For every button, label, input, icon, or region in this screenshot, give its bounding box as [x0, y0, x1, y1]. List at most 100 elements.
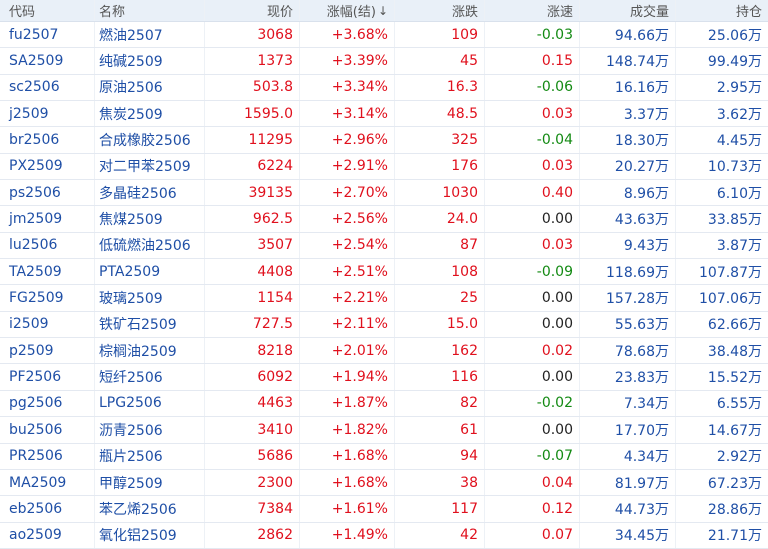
table-row[interactable]: eb2506 苯乙烯2506 7384 +1.61% 117 0.12 44.73万 28.8… — [0, 496, 768, 523]
cell-price: 727.5 — [205, 311, 300, 338]
cell-name: 氧化铝2509 — [95, 522, 205, 548]
cell-code: MA2509 — [0, 469, 95, 496]
cell-speed: -0.07 — [485, 443, 580, 469]
cell-open-interest: 107.06万 — [699, 291, 762, 308]
cell-change-pct: +2.54% — [300, 232, 395, 259]
column-header-speed[interactable]: 涨速 — [485, 0, 580, 21]
cell-price: 4463 — [205, 390, 300, 417]
cell-open-interest: 28.86万 — [707, 501, 762, 518]
cell-open-interest: 6.10万 — [716, 185, 762, 202]
table-row[interactable]: TA2509 PTA2509 4408 +2.51% 108 -0.09 118.69万 10… — [0, 259, 768, 286]
table-row[interactable]: ao2509 氧化铝2509 2862 +1.49% 42 0.07 34.45万 21.71… — [0, 522, 768, 549]
cell-change-pct: +3.68% — [300, 22, 395, 48]
table-row[interactable]: PF2506 短纤2506 6092 +1.94% 116 0.00 23.83万 15.52… — [0, 364, 768, 391]
cell-volume: 81.97万 — [580, 469, 676, 496]
cell-name: 铁矿石2509 — [95, 311, 205, 338]
table-row[interactable]: MA2509 甲醇2509 2300 +1.68% 38 0.04 81.97万 67.23万 — [0, 469, 768, 497]
cell-speed: 0.04 — [485, 469, 580, 496]
cell-code: i2509 — [0, 311, 95, 338]
table-row[interactable]: lu2506 低硫燃油2506 3507 +2.54% 87 0.03 9.43万 3.87万 — [0, 232, 768, 260]
cell-change: 38 — [395, 469, 485, 496]
column-header-name[interactable]: 名称 — [95, 0, 205, 21]
cell-price: 11295 — [205, 127, 300, 153]
cell-change: 1030 — [395, 180, 485, 206]
cell-name: 瓶片2506 — [95, 443, 205, 469]
cell-speed: 0.07 — [485, 522, 580, 548]
table-row[interactable]: p2509 棕榈油2509 8218 +2.01% 162 0.02 78.68万 38.48… — [0, 338, 768, 365]
cell-price: 503.8 — [205, 74, 300, 101]
cell-change-pct: +1.87% — [300, 390, 395, 417]
cell-code: ps2506 — [0, 180, 95, 206]
cell-name: 短纤2506 — [95, 364, 205, 390]
column-header-change[interactable]: 涨跌 — [395, 0, 485, 21]
table-row[interactable]: pg2506 LPG2506 4463 +1.87% 82 -0.02 7.34万 6.55万 — [0, 390, 768, 418]
column-header-price[interactable]: 现价 — [205, 0, 300, 21]
cell-code: p2509 — [0, 338, 95, 364]
table-row[interactable]: br2506 合成橡胶2506 11295 +2.96% 325 -0.04 18.30万 4… — [0, 127, 768, 154]
cell-change-pct: +3.14% — [300, 101, 395, 127]
cell-price: 6224 — [205, 153, 300, 180]
cell-change-pct: +2.91% — [300, 153, 395, 180]
table-row[interactable]: fu2507 燃油2507 3068 +3.68% 109 -0.03 94.66万 25.0… — [0, 22, 768, 49]
cell-name: 合成橡胶2506 — [95, 127, 205, 153]
cell-volume: 157.28万 — [580, 285, 676, 311]
cell-change-pct: +3.39% — [300, 48, 395, 74]
table-row[interactable]: ps2506 多晶硅2506 39135 +2.70% 1030 0.40 8.96万 6.1… — [0, 180, 768, 207]
cell-speed: 0.03 — [485, 232, 580, 259]
cell-price: 2300 — [205, 469, 300, 496]
cell-change: 61 — [395, 417, 485, 443]
table-row[interactable]: jm2509 焦煤2509 962.5 +2.56% 24.0 0.00 43.63万 33.… — [0, 206, 768, 233]
column-header-change-pct[interactable]: 涨幅(结) ↓ — [300, 0, 395, 21]
cell-price: 7384 — [205, 496, 300, 522]
table-row[interactable]: PX2509 对二甲苯2509 6224 +2.91% 176 0.03 20.27万 10.… — [0, 153, 768, 181]
table-row[interactable]: j2509 焦炭2509 1595.0 +3.14% 48.5 0.03 3.37万 3.62… — [0, 101, 768, 128]
cell-open-interest: 33.85万 — [707, 212, 762, 229]
cell-volume: 55.63万 — [580, 311, 676, 338]
table-row[interactable]: PR2506 瓶片2506 5686 +1.68% 94 -0.07 4.34万 2.92万 — [0, 443, 768, 470]
cell-speed: -0.04 — [485, 127, 580, 153]
cell-name: 焦炭2509 — [95, 101, 205, 127]
cell-price: 39135 — [205, 180, 300, 206]
cell-open-interest: 6.55万 — [716, 396, 762, 413]
cell-change-pct: +2.21% — [300, 285, 395, 311]
cell-volume: 8.96万 — [580, 180, 676, 206]
cell-change: 108 — [395, 259, 485, 285]
column-header-open-interest[interactable]: 持仓 — [735, 5, 762, 20]
cell-speed: 0.00 — [485, 417, 580, 443]
cell-change: 109 — [395, 22, 485, 48]
cell-change: 94 — [395, 443, 485, 469]
cell-volume: 44.73万 — [580, 496, 676, 522]
cell-speed: 0.00 — [485, 311, 580, 338]
cell-open-interest: 99.49万 — [707, 54, 762, 71]
cell-code: br2506 — [0, 127, 95, 153]
cell-open-interest: 21.71万 — [707, 528, 762, 545]
cell-change-pct: +1.82% — [300, 417, 395, 443]
cell-volume: 7.34万 — [580, 390, 676, 417]
cell-price: 6092 — [205, 364, 300, 390]
cell-change: 15.0 — [395, 311, 485, 338]
cell-open-interest: 4.45万 — [716, 133, 762, 150]
cell-speed: 0.00 — [485, 285, 580, 311]
cell-open-interest: 15.52万 — [707, 370, 762, 387]
cell-code: j2509 — [0, 101, 95, 127]
table-row[interactable]: i2509 铁矿石2509 727.5 +2.11% 15.0 0.00 55.63万 62.… — [0, 311, 768, 339]
cell-change: 176 — [395, 153, 485, 180]
cell-code: FG2509 — [0, 285, 95, 311]
cell-volume: 18.30万 — [580, 127, 676, 153]
table-row[interactable]: FG2509 玻璃2509 1154 +2.21% 25 0.00 157.28万 107.0… — [0, 285, 768, 312]
cell-speed: -0.02 — [485, 390, 580, 417]
cell-change: 16.3 — [395, 74, 485, 101]
cell-code: PR2506 — [0, 443, 95, 469]
table-row[interactable]: sc2506 原油2506 503.8 +3.34% 16.3 -0.06 16.16万 2.… — [0, 74, 768, 102]
cell-price: 3068 — [205, 22, 300, 48]
cell-change: 87 — [395, 232, 485, 259]
table-row[interactable]: SA2509 纯碱2509 1373 +3.39% 45 0.15 148.74万 99.49… — [0, 48, 768, 75]
table-row[interactable]: bu2506 沥青2506 3410 +1.82% 61 0.00 17.70万 14.67万 — [0, 417, 768, 444]
column-header-code[interactable]: 代码 — [0, 0, 95, 21]
cell-change-pct: +2.96% — [300, 127, 395, 153]
cell-speed: 0.03 — [485, 153, 580, 180]
cell-name: 原油2506 — [95, 74, 205, 101]
cell-volume: 17.70万 — [580, 417, 676, 443]
column-header-volume[interactable]: 成交量 — [580, 0, 676, 21]
cell-price: 3410 — [205, 417, 300, 443]
